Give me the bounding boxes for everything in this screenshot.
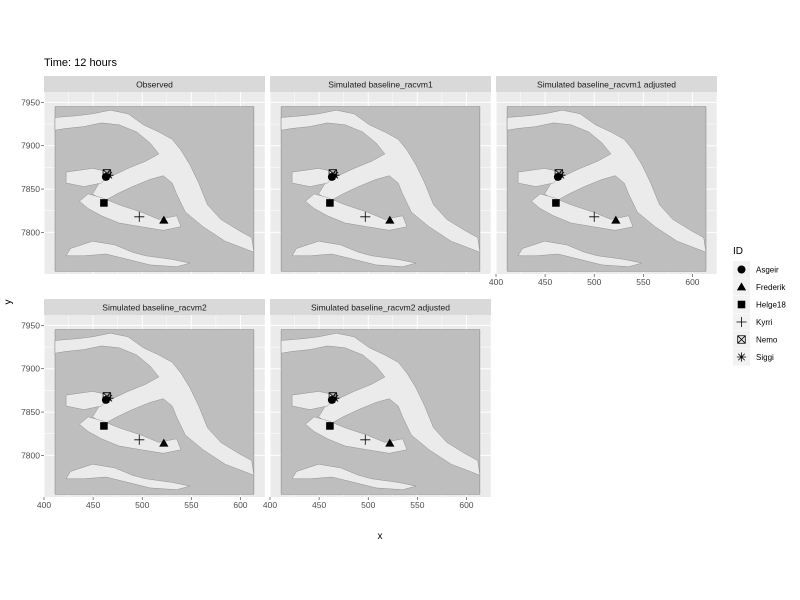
point-siggi: [330, 170, 340, 180]
x-tick-label: 400: [263, 500, 277, 510]
land-polygon: [54, 106, 255, 272]
y-tick-label: 7900: [21, 141, 40, 151]
x-tick-label: 550: [184, 500, 198, 510]
x-tick-label: 450: [538, 277, 552, 287]
fjord-inlet: [65, 391, 111, 410]
point-siggi: [104, 393, 114, 403]
legend: ID Asgeir Frederik Helge18 Kyrri Nemo Siggi: [733, 246, 786, 366]
y-tick-label: 7950: [21, 320, 40, 330]
x-tick-label: 550: [410, 500, 424, 510]
point-kyrri: [360, 434, 371, 445]
legend-symbol-siggi: [736, 352, 747, 362]
x-tick-label: 400: [37, 500, 51, 510]
x-tick-label: 400: [489, 277, 503, 287]
fjord-inlet: [291, 391, 337, 410]
facet-strip: [270, 299, 491, 315]
y-tick-label: 7850: [21, 184, 40, 194]
fjord-south: [517, 240, 642, 267]
point-helge18: [552, 199, 560, 207]
fjord-south: [291, 463, 416, 490]
x-tick-label: 450: [86, 500, 100, 510]
fjord-water: [280, 109, 481, 253]
facet-panels: Observed Simulated baseline_racvm1 Simulat…: [43, 76, 718, 497]
point-kyrri: [589, 211, 600, 222]
x-tick-label: 500: [361, 500, 375, 510]
legend-label: Asgeir: [756, 266, 779, 275]
land-polygon: [54, 329, 255, 495]
fjord-water: [54, 109, 255, 253]
x-tick-label: 500: [587, 277, 601, 287]
legend-title: ID: [733, 246, 743, 257]
legend-symbol-asgeir: [737, 265, 746, 274]
legend-symbol-frederik: [736, 282, 747, 291]
point-frederik: [159, 438, 169, 447]
x-tick-label: 600: [233, 500, 247, 510]
facet-strip-label: Simulated baseline_racvm1 adjusted: [537, 80, 676, 90]
point-kyrri: [134, 211, 145, 222]
facet-strip: [44, 299, 265, 315]
facet-panel: Simulated baseline_racvm1: [269, 76, 492, 274]
legend-label: Nemo: [756, 336, 778, 345]
fjord-water: [506, 109, 707, 253]
land-polygon: [506, 106, 707, 272]
facet-strip: [270, 76, 491, 92]
facet-panel: Simulated baseline_racvm2 adjusted: [269, 299, 492, 497]
point-frederik: [611, 215, 621, 224]
x-axis-title: x: [378, 531, 383, 542]
legend-label: Siggi: [756, 353, 774, 362]
y-axis-title: y: [3, 300, 14, 305]
y-tick-label: 7900: [21, 364, 40, 374]
facet-strip: [44, 76, 265, 92]
point-kyrri: [134, 434, 145, 445]
fjord-south: [291, 240, 416, 267]
fjord-water: [280, 332, 481, 476]
legend-label: Kyrri: [756, 318, 773, 327]
point-siggi: [104, 170, 114, 180]
y-tick-label: 7800: [21, 450, 40, 460]
facet-strip: [496, 76, 717, 92]
facet-strip-label: Observed: [136, 80, 173, 90]
facet-panel: Observed: [43, 76, 266, 274]
y-tick-label: 7950: [21, 97, 40, 107]
fjord-south: [65, 240, 190, 267]
facet-strip-label: Simulated baseline_racvm2 adjusted: [311, 303, 450, 313]
y-tick-label: 7850: [21, 407, 40, 417]
point-frederik: [385, 438, 395, 447]
x-tick-label: 500: [135, 500, 149, 510]
facet-panel: Simulated baseline_racvm2: [43, 299, 266, 497]
point-helge18: [100, 199, 108, 207]
fjord-inlet: [517, 168, 563, 187]
facet-strip-label: Simulated baseline_racvm1: [328, 80, 433, 90]
legend-symbol-nemo: [737, 335, 746, 344]
point-kyrri: [360, 211, 371, 222]
axes: 7800 7850 7900 7950 400 450 500 550 600 7800 7850 7…: [21, 97, 700, 510]
point-siggi: [330, 393, 340, 403]
fjord-south: [65, 463, 190, 490]
point-frederik: [385, 215, 395, 224]
chart-title: Time: 12 hours: [44, 57, 117, 69]
facet-panel: Simulated baseline_racvm1 adjusted: [495, 76, 718, 274]
x-tick-label: 600: [685, 277, 699, 287]
point-frederik: [159, 215, 169, 224]
point-helge18: [100, 422, 108, 430]
land-polygon: [280, 329, 481, 495]
land-polygon: [280, 106, 481, 272]
point-helge18: [326, 199, 334, 207]
x-tick-label: 550: [636, 277, 650, 287]
point-helge18: [326, 422, 334, 430]
fjord-inlet: [291, 168, 337, 187]
legend-symbol-helge18: [737, 300, 746, 309]
point-siggi: [556, 170, 566, 180]
x-tick-label: 600: [459, 500, 473, 510]
fjord-water: [54, 332, 255, 476]
legend-symbol-kyrri: [736, 316, 747, 328]
fjord-inlet: [65, 168, 111, 187]
legend-label: Helge18: [756, 301, 786, 310]
x-tick-label: 450: [312, 500, 326, 510]
facet-strip-label: Simulated baseline_racvm2: [102, 303, 207, 313]
y-tick-label: 7800: [21, 227, 40, 237]
legend-label: Frederik: [756, 283, 786, 292]
